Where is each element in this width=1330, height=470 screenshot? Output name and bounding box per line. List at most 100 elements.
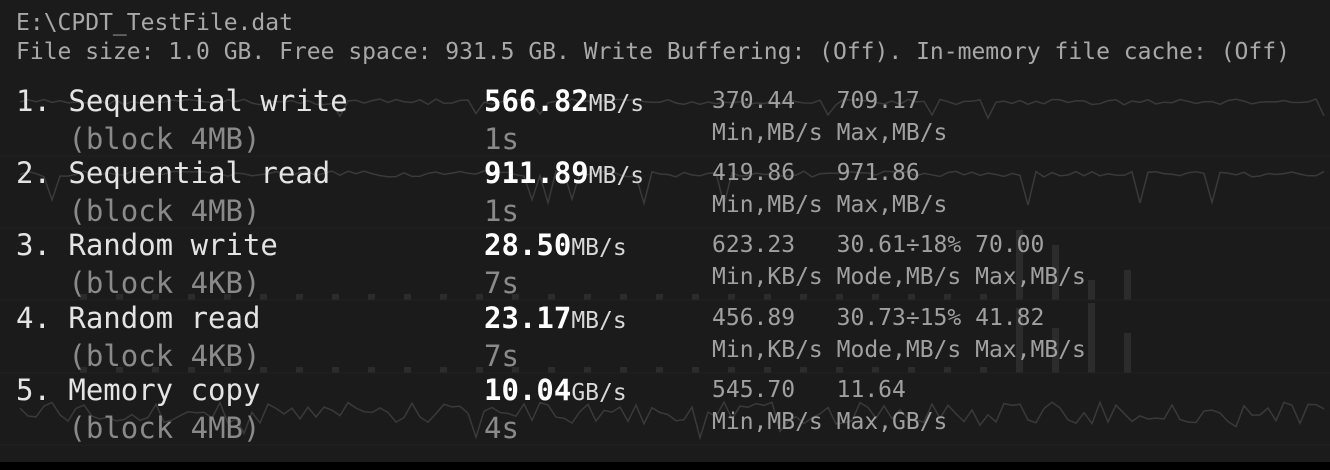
histogram-bar xyxy=(836,294,843,300)
histogram-bar xyxy=(1016,308,1023,373)
block-label: (block 4KB) xyxy=(68,266,261,300)
test-duration: 1s xyxy=(484,194,519,228)
test-result: 10.04GB/s xyxy=(484,373,627,407)
histogram-bar xyxy=(548,294,555,300)
histogram-bar xyxy=(440,367,447,373)
test-stats: 545.70 11.64 xyxy=(712,377,906,403)
histogram-bar xyxy=(692,294,699,300)
histogram-bar xyxy=(944,294,951,300)
histogram-bar xyxy=(80,294,87,300)
result-unit: MB/s xyxy=(588,163,645,189)
histogram-bar xyxy=(260,367,267,373)
test-duration: 7s xyxy=(484,339,519,373)
histogram-bar xyxy=(980,367,987,373)
result-unit: GB/s xyxy=(571,380,627,406)
histogram-bar xyxy=(80,367,87,373)
histogram-bar xyxy=(836,367,843,373)
histogram-bar xyxy=(512,367,519,373)
histogram-bar xyxy=(800,367,807,373)
histogram-bar xyxy=(512,294,519,300)
throughput-line xyxy=(19,400,1325,441)
histogram-bar xyxy=(728,367,735,373)
test-block-size: (block 4MB) xyxy=(16,194,260,228)
histogram-bar xyxy=(584,294,591,300)
test-title: 4. Random read xyxy=(16,301,261,335)
histogram-bar xyxy=(440,294,447,300)
histogram-bar xyxy=(872,294,879,300)
test-title: 5. Memory copy xyxy=(16,373,261,407)
result-value: 28.50 xyxy=(484,228,572,262)
result-unit: MB/s xyxy=(588,91,645,117)
histogram-bar xyxy=(152,367,159,373)
histogram-bar xyxy=(872,367,879,373)
test-stats-labels: Min,KB/s Mode,MB/s Max,MB/s xyxy=(712,264,1086,290)
bottom-bar xyxy=(0,462,1330,470)
test-title: 1. Sequential write xyxy=(16,84,348,118)
test-stats-labels: Min,MB/s Max,GB/s xyxy=(712,409,948,435)
histogram-bar xyxy=(980,294,987,300)
histogram-bar xyxy=(332,367,339,373)
test-stats: 456.89 30.73÷15% 41.82 xyxy=(712,305,1045,331)
test-title: 3. Random write xyxy=(16,228,278,262)
histogram-bar xyxy=(1088,303,1095,373)
histogram-bar xyxy=(728,294,735,300)
test-result: 23.17MB/s xyxy=(484,301,627,335)
histogram-bar xyxy=(1016,230,1023,300)
test-block-size: (block 4MB) xyxy=(16,411,260,445)
block-label: (block 4KB) xyxy=(68,339,261,373)
histogram-bar xyxy=(908,367,915,373)
test-stats: 370.44 709.17 xyxy=(712,88,920,114)
histogram-bar xyxy=(332,294,339,300)
result-unit: MB/s xyxy=(571,235,627,261)
result-value: 911.89 xyxy=(484,156,589,190)
test-block-size: (block 4KB) xyxy=(16,266,260,300)
test-stats-labels: Min,MB/s Max,MB/s xyxy=(712,192,948,218)
histogram-bar xyxy=(224,367,231,373)
histogram-bar xyxy=(620,294,627,300)
histogram-bar xyxy=(1124,270,1131,300)
histogram-bar xyxy=(296,294,303,300)
histogram-bar xyxy=(188,294,195,300)
histogram-bar xyxy=(800,294,807,300)
histogram-bar xyxy=(908,294,915,300)
test-block-size: (block 4MB) xyxy=(16,122,260,156)
result-value: 566.82 xyxy=(484,84,589,118)
histogram-bar xyxy=(116,367,123,373)
histogram-bar xyxy=(404,367,411,373)
block-label: (block 4MB) xyxy=(68,411,261,445)
test-stats-labels: Min,MB/s Max,MB/s xyxy=(712,120,948,146)
test-duration: 1s xyxy=(484,122,519,156)
histogram-bar xyxy=(1052,328,1059,373)
block-label: (block 4MB) xyxy=(68,122,261,156)
test-stats-labels: Min,KB/s Mode,MB/s Max,MB/s xyxy=(712,337,1086,363)
histogram-bar xyxy=(548,367,555,373)
histogram-bar xyxy=(296,367,303,373)
block-label: (block 4MB) xyxy=(68,194,261,228)
histogram-bar xyxy=(188,367,195,373)
histogram-bar xyxy=(764,294,771,300)
result-value: 23.17 xyxy=(484,301,572,335)
histogram-bar xyxy=(152,294,159,300)
file-info: File size: 1.0 GB. Free space: 931.5 GB.… xyxy=(16,39,1290,65)
histogram-bar xyxy=(692,367,699,373)
histogram-bar xyxy=(1088,280,1095,300)
histogram-bar xyxy=(656,367,663,373)
throughput-line xyxy=(19,98,1325,120)
histogram-bar xyxy=(260,294,267,300)
test-block-size: (block 4KB) xyxy=(16,339,260,373)
histogram-bar xyxy=(944,367,951,373)
histogram-bar xyxy=(404,294,411,300)
histogram-bar xyxy=(1052,245,1059,300)
file-path: E:\CPDT_TestFile.dat xyxy=(16,10,293,36)
throughput-line xyxy=(19,170,1325,207)
test-duration: 4s xyxy=(484,411,519,445)
test-stats: 419.86 971.86 xyxy=(712,160,920,186)
test-result: 28.50MB/s xyxy=(484,228,627,262)
histogram-bar xyxy=(476,294,483,300)
test-result: 566.82MB/s xyxy=(484,84,644,118)
histogram-bar xyxy=(224,294,231,300)
test-result: 911.89MB/s xyxy=(484,156,644,190)
result-value: 10.04 xyxy=(484,373,572,407)
result-unit: MB/s xyxy=(571,308,627,334)
